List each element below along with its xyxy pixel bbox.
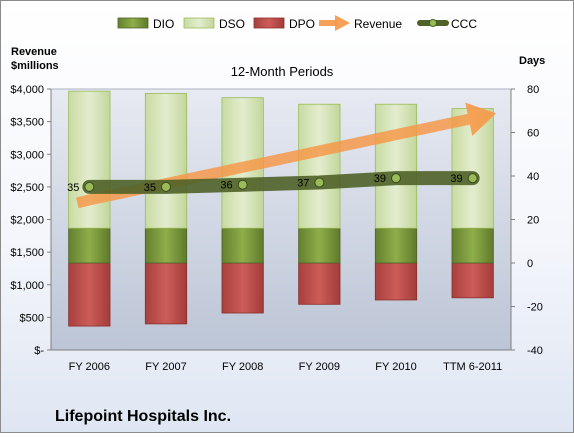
bar-dpo xyxy=(221,262,264,314)
bar-dpo xyxy=(68,262,111,327)
bar-dio xyxy=(451,227,494,264)
right-axis-title: Days xyxy=(519,55,545,67)
category-labels: FY 2006 FY 2007 FY 2008 FY 2009 FY 2010 TTM 6… xyxy=(69,361,503,373)
legend-item-dpo: DPO xyxy=(253,17,315,31)
right-tick-label: 0 xyxy=(527,258,533,270)
legend-label-revenue: Revenue xyxy=(354,17,402,31)
left-tick-label: $2,000 xyxy=(10,215,44,227)
bar-dio xyxy=(144,227,188,264)
legend-item-dso: DSO xyxy=(183,17,245,31)
ccc-data-label: 36 xyxy=(220,180,232,192)
legend-arrowhead-revenue xyxy=(335,15,350,31)
bars-layer xyxy=(68,90,494,327)
bar-dso xyxy=(144,92,188,229)
ccc-data-label: 35 xyxy=(144,182,156,194)
chart-title: 12-Month Periods xyxy=(231,64,334,79)
legend-item-revenue: Revenue xyxy=(319,15,402,31)
category-label: FY 2008 xyxy=(222,361,263,373)
legend-swatch-dpo xyxy=(253,17,285,29)
ccc-data-label: 37 xyxy=(297,178,309,190)
company-name: Lifepoint Hospitals Inc. xyxy=(55,408,231,425)
ccc-point xyxy=(314,177,325,188)
ccc-data-label: 39 xyxy=(450,173,462,185)
right-tick-label: -40 xyxy=(527,345,543,357)
ccc-point xyxy=(467,173,478,184)
ccc-layer: 35 35 36 37 39 39 xyxy=(67,171,480,194)
bar-dio xyxy=(68,227,111,264)
ccc-line xyxy=(82,171,480,194)
revenue-layer xyxy=(75,102,497,209)
legend-label-dpo: DPO xyxy=(289,17,315,31)
left-axis-ticks: $- $500 $1,000 $1,500 $2,000 $2,500 $3,000 $3,5… xyxy=(10,84,51,357)
bar-dio xyxy=(298,227,341,264)
legend: DIO DSO DPO Revenue CCC xyxy=(117,15,477,31)
bar-dio xyxy=(374,227,418,264)
revenue-arrowhead xyxy=(465,102,497,136)
legend-label-ccc: CCC xyxy=(451,17,477,31)
legend-item-dio: DIO xyxy=(117,17,174,31)
category-label: FY 2006 xyxy=(69,361,110,373)
legend-label-dso: DSO xyxy=(219,17,245,31)
category-label: TTM 6-2011 xyxy=(443,361,502,373)
legend-swatch-dio xyxy=(117,17,149,29)
right-tick-label: 40 xyxy=(527,171,539,183)
category-label: FY 2009 xyxy=(299,361,340,373)
bar-dpo xyxy=(374,262,418,301)
ccc-point xyxy=(391,173,401,184)
category-label: FY 2010 xyxy=(375,361,416,373)
legend-swatch-dso xyxy=(183,17,215,29)
ccc-data-label: 39 xyxy=(374,173,386,185)
left-tick-label: $1,000 xyxy=(10,280,44,292)
right-axis-ticks: -40 -20 0 20 40 60 80 xyxy=(511,84,543,357)
left-tick-label: $4,000 xyxy=(10,84,44,96)
ccc-data-label: 35 xyxy=(67,182,79,194)
right-tick-label: 80 xyxy=(527,84,539,96)
left-tick-label: $3,500 xyxy=(10,117,44,129)
bar-dio xyxy=(221,227,264,264)
left-axis-title-line1: Revenue xyxy=(11,46,57,58)
left-tick-label: $- xyxy=(34,345,44,357)
left-axis-title-line2: $millions xyxy=(11,60,59,72)
left-tick-label: $3,000 xyxy=(10,149,44,161)
ccc-point xyxy=(161,181,171,192)
ccc-point xyxy=(237,179,248,190)
bar-dpo xyxy=(144,262,188,325)
ccc-point xyxy=(84,181,95,192)
left-tick-label: $500 xyxy=(20,312,44,324)
category-label: FY 2007 xyxy=(145,361,186,373)
legend-label-dio: DIO xyxy=(153,17,174,31)
left-tick-label: $2,500 xyxy=(10,182,44,194)
right-tick-label: -20 xyxy=(527,302,543,314)
bar-dpo xyxy=(451,262,494,299)
legend-marker-ccc xyxy=(429,19,437,27)
bar-dpo xyxy=(298,262,341,305)
right-tick-label: 60 xyxy=(527,128,539,140)
left-tick-label: $1,500 xyxy=(10,247,44,259)
legend-item-ccc: CCC xyxy=(417,17,477,31)
right-tick-label: 20 xyxy=(527,215,539,227)
bar-dso xyxy=(374,103,418,229)
revenue-line xyxy=(75,113,470,209)
bar-dso xyxy=(298,103,341,229)
bar-dso xyxy=(68,90,111,229)
